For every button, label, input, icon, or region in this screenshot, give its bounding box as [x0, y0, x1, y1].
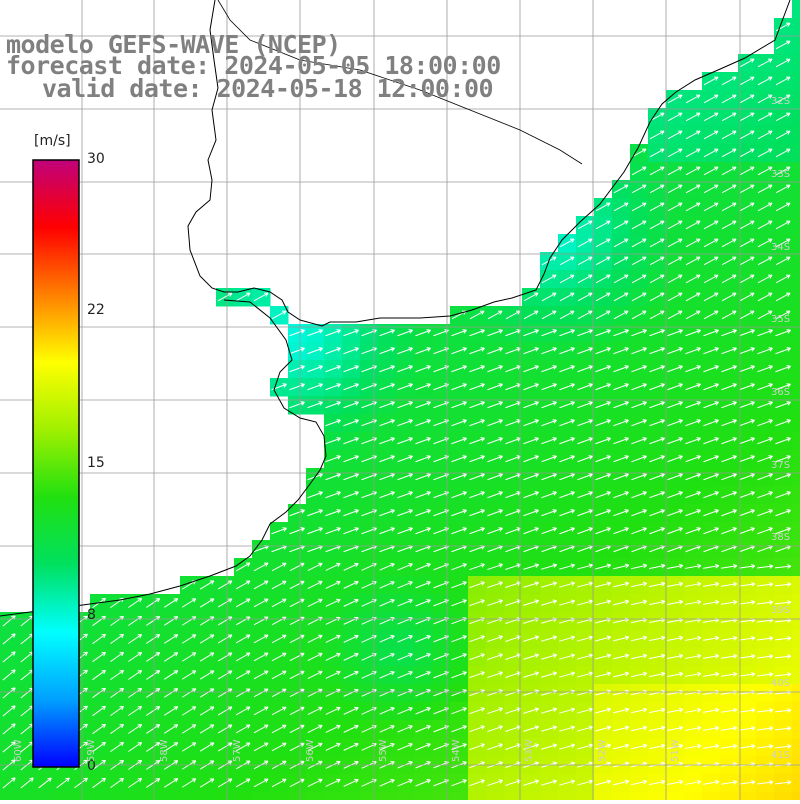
lat-label: 33S — [771, 169, 790, 180]
lon-label: 59W — [86, 739, 97, 762]
lon-label: 58W — [159, 739, 170, 762]
lat-label: 37S — [771, 460, 790, 471]
lon-label: 54W — [451, 739, 462, 762]
lat-label: 32S — [771, 96, 790, 107]
colorbar-tick-22: 22 — [87, 302, 105, 318]
lat-label: 35S — [771, 314, 790, 325]
lat-label: 40S — [771, 678, 790, 689]
lon-label: 53W — [524, 739, 535, 762]
lon-label: 51W — [670, 739, 681, 762]
colorbar-tick-15: 15 — [87, 455, 105, 471]
lat-label: 39S — [771, 605, 790, 616]
lon-label: 57W — [232, 739, 243, 762]
colorbar-tick-8: 8 — [87, 607, 96, 623]
lon-label: 60W — [13, 739, 24, 762]
lat-label: 36S — [771, 387, 790, 398]
lat-label: 34S — [771, 242, 790, 253]
lon-label: 55W — [378, 739, 389, 762]
colorbar-unit: [m/s] — [34, 133, 71, 149]
title-valid-date: valid date: 2024-05-18 12:00:00 — [42, 76, 493, 101]
colorbar-tick-30: 30 — [87, 151, 105, 167]
lon-label: 56W — [305, 739, 316, 762]
lon-label: 52W — [597, 739, 608, 762]
lat-label: 38S — [771, 532, 790, 543]
lat-label: 41S — [771, 750, 790, 761]
